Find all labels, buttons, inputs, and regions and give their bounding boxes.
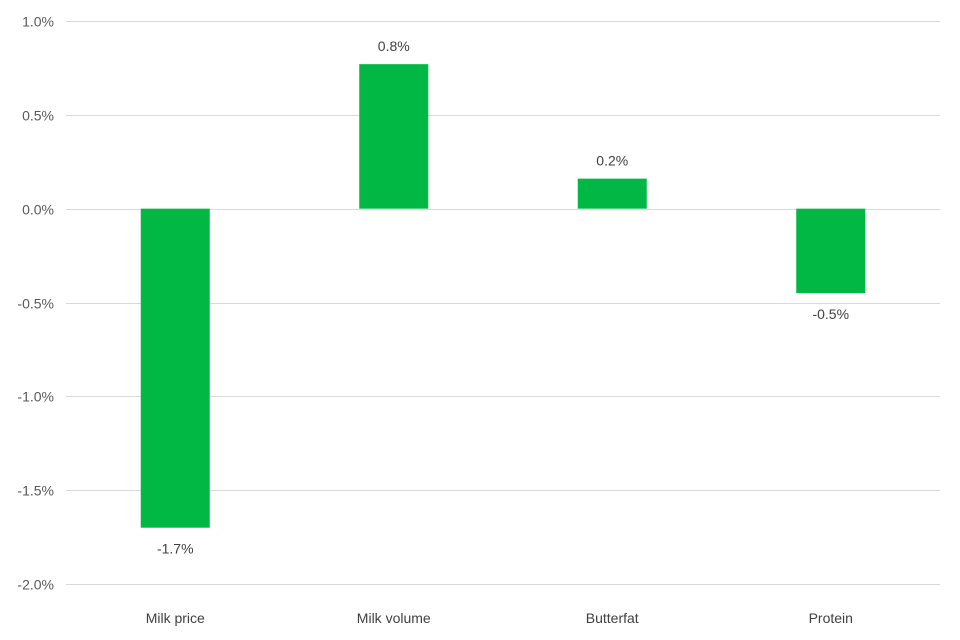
y-tick-label: -1.5%: [17, 483, 54, 499]
category-label: Milk price: [146, 610, 205, 626]
bar: [577, 178, 647, 209]
gridlines: [66, 21, 940, 585]
category-label: Milk volume: [357, 610, 431, 626]
y-tick-label: -1.0%: [17, 389, 54, 405]
bar: [796, 208, 866, 294]
x-axis-category-labels: Milk price Milk volume Butterfat Protein: [146, 610, 853, 626]
data-label: -0.5%: [812, 306, 849, 322]
y-axis-tick-labels: 1.0% 0.5% 0.0% -0.5% -1.0% -1.5% -2.0%: [17, 14, 54, 593]
y-tick-label: 0.5%: [22, 108, 54, 124]
data-labels: -1.7% 0.8% 0.2% -0.5%: [157, 38, 849, 557]
y-tick-label: 1.0%: [22, 14, 54, 30]
y-tick-label: 0.0%: [22, 202, 54, 218]
category-label: Butterfat: [586, 610, 639, 626]
bars: [140, 64, 866, 528]
bar: [140, 208, 210, 528]
data-label: -1.7%: [157, 541, 194, 557]
y-tick-label: -2.0%: [17, 577, 54, 593]
data-label: 0.2%: [596, 153, 628, 169]
data-label: 0.8%: [378, 38, 410, 54]
bar: [359, 64, 429, 209]
y-tick-label: -0.5%: [17, 296, 54, 312]
category-label: Protein: [809, 610, 853, 626]
